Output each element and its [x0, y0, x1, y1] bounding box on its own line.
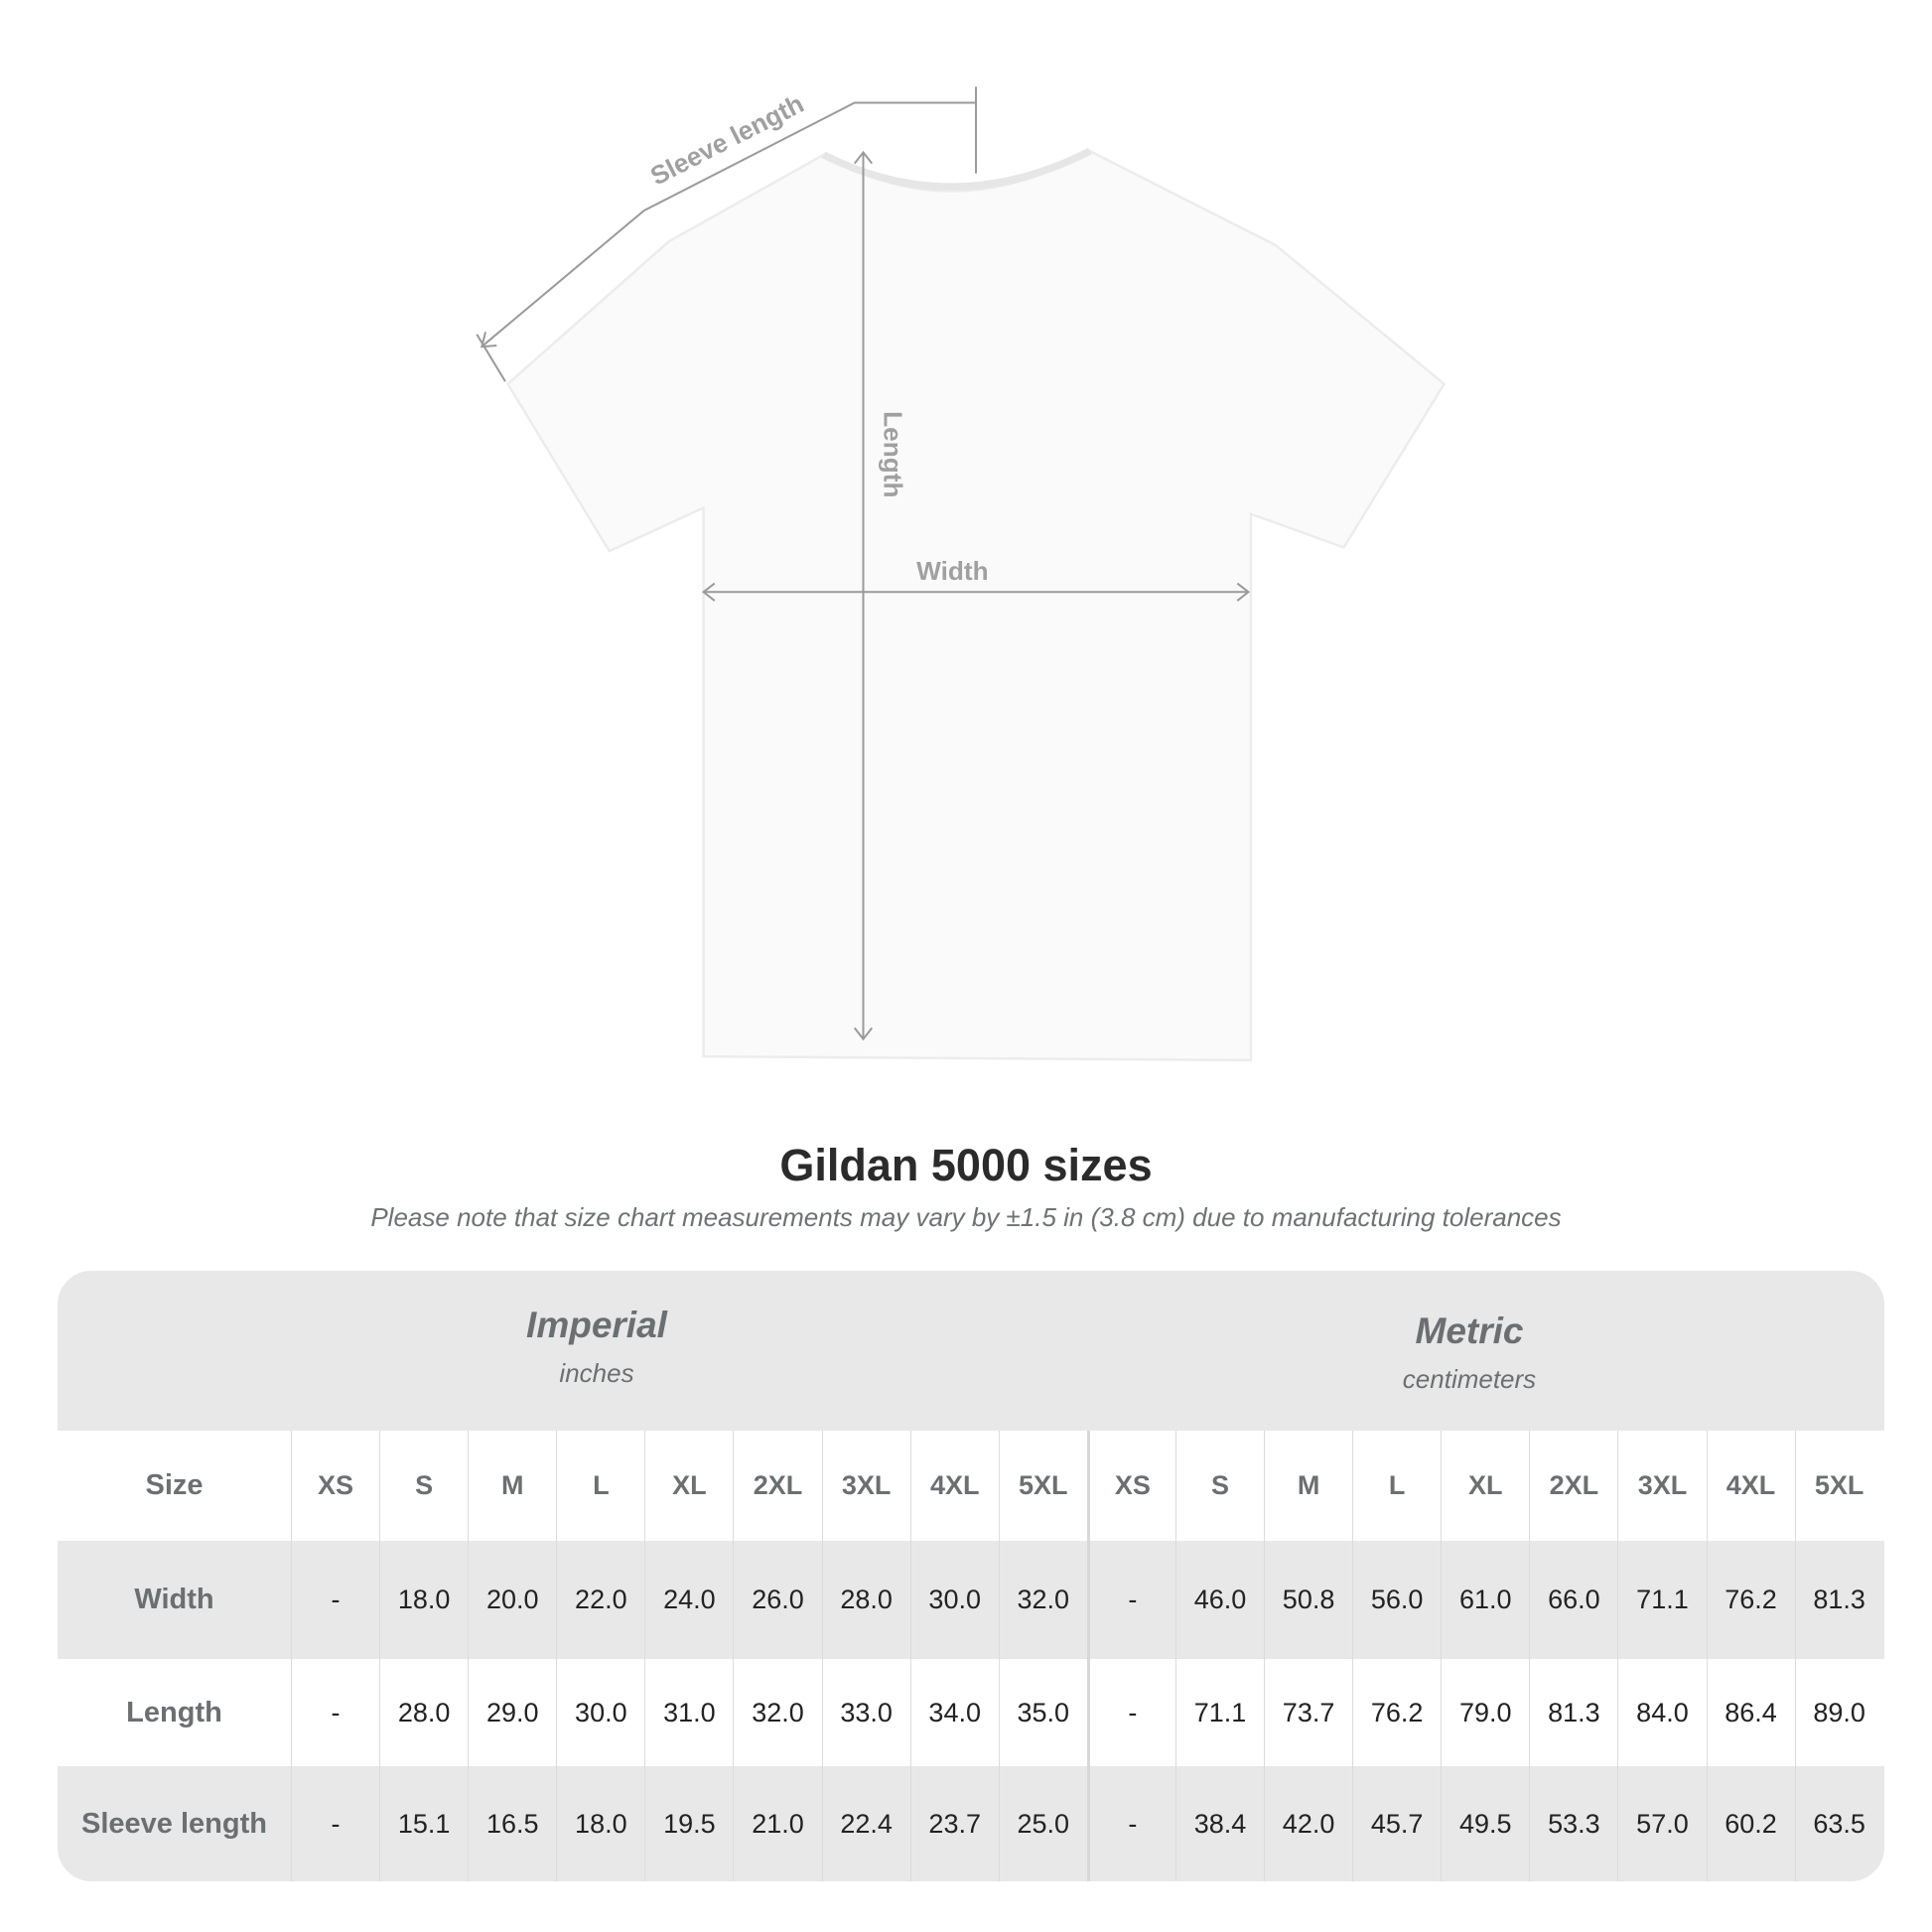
imperial-value-L: 18.0 — [556, 1766, 644, 1881]
table-row-length: Length -28.0 29.0 30.0 31.0 32.0 33.0 34.0 35.0-… — [58, 1659, 1884, 1766]
imperial-value-3XL: 33.0 — [821, 1659, 910, 1766]
metric-value-4XL: 76.2 — [1706, 1541, 1795, 1659]
row-label: Sleeve length — [81, 1807, 267, 1840]
metric-size-S: S — [1174, 1431, 1264, 1541]
tolerance-note: Please note that size chart measurements… — [370, 1202, 1562, 1232]
metric-value-L: 76.2 — [1352, 1659, 1441, 1766]
row-label: Width — [134, 1584, 214, 1615]
metric-size-L: L — [1352, 1431, 1441, 1541]
imperial-value-2XL: 21.0 — [733, 1766, 821, 1881]
imperial-value-XS: - — [291, 1766, 379, 1881]
metric-size-3XL: 3XL — [1617, 1431, 1706, 1541]
metric-value-XS: - — [1086, 1541, 1175, 1659]
metric-value-4XL: 60.2 — [1706, 1766, 1795, 1881]
imperial-value-S: 18.0 — [379, 1541, 468, 1659]
imperial-value-3XL: 28.0 — [821, 1541, 910, 1659]
imperial-value-4XL: 23.7 — [909, 1766, 999, 1881]
metric-value-M: 73.7 — [1264, 1659, 1352, 1766]
metric-value-S: 38.4 — [1174, 1766, 1264, 1881]
sleeve-measure-line — [482, 101, 977, 346]
metric-value-XS: - — [1086, 1766, 1175, 1881]
length-label: Length — [879, 411, 908, 497]
metric-value-2XL: 66.0 — [1529, 1541, 1617, 1659]
imperial-size-XL: XL — [644, 1431, 733, 1541]
imperial-size-4XL: 4XL — [909, 1431, 999, 1541]
unit-header-band: Imperial inches Metric centimeters — [58, 1271, 1884, 1431]
imperial-value-XL: 31.0 — [644, 1659, 733, 1766]
size-header-row: Size XS S M L XL 2XL 3XL 4XL 5XL XS S M L XL 2XL 3XL 4XL 5… — [58, 1431, 1884, 1541]
imperial-value-5XL: 25.0 — [998, 1766, 1087, 1881]
metric-value-M: 50.8 — [1264, 1541, 1352, 1659]
metric-value-3XL: 71.1 — [1617, 1541, 1706, 1659]
table-row-sleeve-length: Sleeve length -15.1 16.5 18.0 19.5 21.0 22.4 23… — [58, 1766, 1884, 1881]
imperial-value-L: 30.0 — [556, 1659, 644, 1766]
tshirt-shape — [505, 149, 1447, 1062]
metric-value-S: 46.0 — [1174, 1541, 1264, 1659]
table-row-width: Width -18.0 20.0 22.0 24.0 26.0 28.0 30.0 32.0-4… — [58, 1541, 1884, 1659]
metric-size-5XL: 5XL — [1794, 1431, 1883, 1541]
imperial-value-L: 22.0 — [556, 1541, 644, 1659]
imperial-value-M: 20.0 — [468, 1541, 556, 1659]
imperial-size-2XL: 2XL — [733, 1431, 821, 1541]
metric-value-XL: 49.5 — [1441, 1766, 1529, 1881]
metric-value-4XL: 86.4 — [1706, 1659, 1795, 1766]
width-label: Width — [916, 556, 988, 586]
imperial-size-M: M — [468, 1431, 556, 1541]
imperial-value-XS: - — [291, 1541, 379, 1659]
metric-size-4XL: 4XL — [1706, 1431, 1795, 1541]
metric-value-S: 71.1 — [1174, 1659, 1264, 1766]
imperial-value-XL: 24.0 — [644, 1541, 733, 1659]
imperial-value-5XL: 32.0 — [998, 1541, 1087, 1659]
imperial-header: Imperial inches — [526, 1305, 667, 1388]
imperial-value-2XL: 26.0 — [733, 1541, 821, 1659]
size-table: Imperial inches Metric centimeters Size X… — [58, 1271, 1884, 1881]
imperial-value-3XL: 22.4 — [821, 1766, 910, 1881]
imperial-value-M: 16.5 — [468, 1766, 556, 1881]
metric-size-2XL: 2XL — [1529, 1431, 1617, 1541]
metric-header: Metric centimeters — [1402, 1311, 1537, 1394]
row-label: Length — [126, 1696, 222, 1728]
metric-value-3XL: 57.0 — [1617, 1766, 1706, 1881]
imperial-value-2XL: 32.0 — [733, 1659, 821, 1766]
imperial-value-4XL: 34.0 — [909, 1659, 999, 1766]
metric-size-XL: XL — [1441, 1431, 1529, 1541]
size-header-label: Size — [145, 1469, 204, 1501]
imperial-value-XS: - — [291, 1659, 379, 1766]
imperial-size-S: S — [379, 1431, 468, 1541]
metric-value-L: 45.7 — [1352, 1766, 1441, 1881]
imperial-value-5XL: 35.0 — [998, 1659, 1087, 1766]
metric-value-L: 56.0 — [1352, 1541, 1441, 1659]
metric-value-3XL: 84.0 — [1617, 1659, 1706, 1766]
imperial-value-S: 15.1 — [379, 1766, 468, 1881]
metric-size-XS: XS — [1086, 1431, 1175, 1541]
metric-value-XS: - — [1086, 1659, 1175, 1766]
metric-value-XL: 79.0 — [1441, 1659, 1529, 1766]
metric-size-M: M — [1264, 1431, 1352, 1541]
imperial-value-XL: 19.5 — [644, 1766, 733, 1881]
imperial-value-S: 28.0 — [379, 1659, 468, 1766]
metric-value-5XL: 81.3 — [1794, 1541, 1883, 1659]
tshirt-diagram: Sleeve length Length Width — [476, 86, 1447, 1062]
metric-value-5XL: 89.0 — [1794, 1659, 1883, 1766]
metric-value-2XL: 53.3 — [1529, 1766, 1617, 1881]
metric-value-M: 42.0 — [1264, 1766, 1352, 1881]
page-title: Gildan 5000 sizes — [779, 1140, 1153, 1190]
imperial-size-XS: XS — [291, 1431, 379, 1541]
imperial-value-4XL: 30.0 — [909, 1541, 999, 1659]
imperial-value-M: 29.0 — [468, 1659, 556, 1766]
metric-value-2XL: 81.3 — [1529, 1659, 1617, 1766]
imperial-size-L: L — [556, 1431, 644, 1541]
metric-value-XL: 61.0 — [1441, 1541, 1529, 1659]
imperial-size-5XL: 5XL — [998, 1431, 1087, 1541]
metric-value-5XL: 63.5 — [1794, 1766, 1883, 1881]
imperial-size-3XL: 3XL — [821, 1431, 910, 1541]
